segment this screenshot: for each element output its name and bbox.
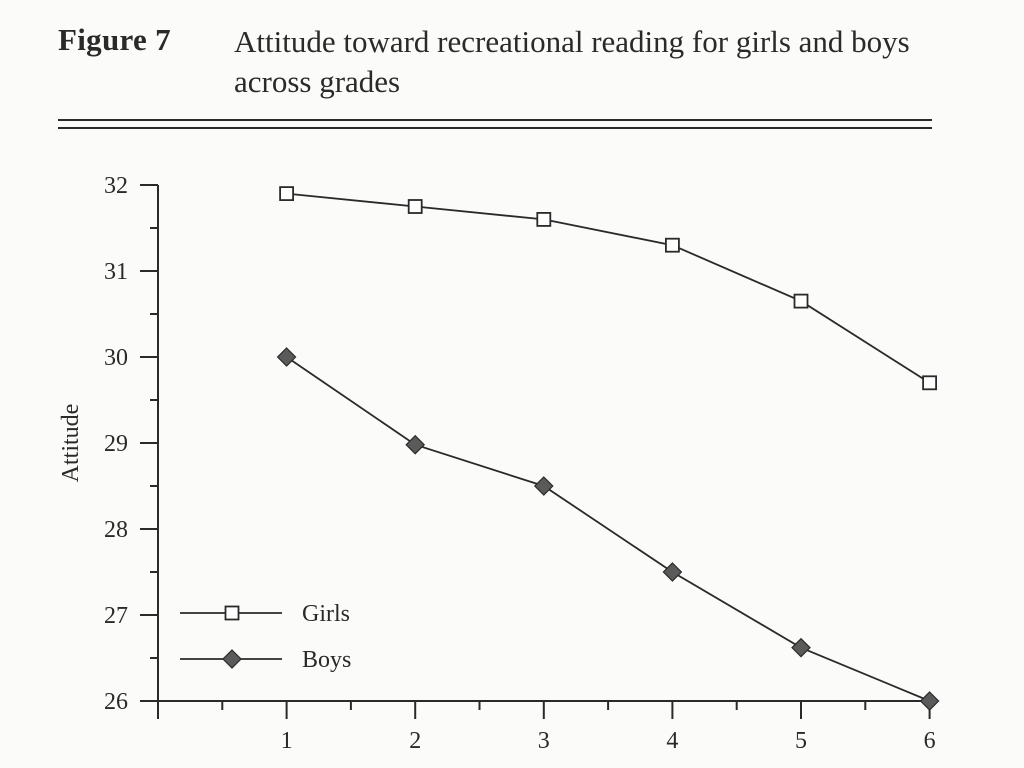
girls-marker bbox=[407, 199, 423, 214]
x-tick-label: 3 bbox=[538, 728, 550, 754]
x-tick-label: 1 bbox=[281, 728, 293, 754]
y-tick-label: 26 bbox=[104, 689, 128, 715]
y-tick-label: 29 bbox=[104, 431, 128, 457]
girls-marker bbox=[224, 605, 240, 621]
boys-series-line bbox=[286, 356, 930, 702]
girls-marker bbox=[793, 293, 809, 309]
figure-label: Figure 7 bbox=[58, 22, 171, 57]
y-tick-label: 30 bbox=[104, 345, 128, 371]
chart-axes: 26 27 28 29 30 31 32 1 2 3 4 5 6 Attitude bbox=[58, 173, 936, 754]
girls-series-line bbox=[286, 192, 931, 384]
boys-legend-label: Boys bbox=[302, 647, 351, 673]
girls-marker bbox=[922, 375, 937, 391]
boys-marker bbox=[791, 637, 811, 658]
boys-marker bbox=[405, 434, 426, 455]
header-rule-bottom bbox=[58, 127, 932, 129]
chart-legend: Girls Boys bbox=[180, 601, 351, 673]
y-tick-label: 27 bbox=[104, 603, 128, 629]
boys-marker bbox=[533, 476, 554, 496]
x-tick-label: 5 bbox=[795, 728, 807, 754]
y-tick-label: 32 bbox=[104, 173, 128, 199]
girls-marker bbox=[279, 186, 295, 202]
boys-marker bbox=[276, 347, 297, 367]
boys-marker bbox=[919, 691, 940, 711]
y-tick-label: 31 bbox=[104, 259, 128, 285]
header-rule-top bbox=[58, 119, 932, 121]
boys-marker bbox=[222, 649, 242, 669]
girls-marker bbox=[536, 211, 552, 227]
chart-series bbox=[276, 186, 940, 711]
x-tick-label: 6 bbox=[924, 728, 936, 754]
y-axis-label: Attitude bbox=[58, 404, 84, 483]
girls-marker bbox=[665, 237, 680, 253]
x-tick-label: 2 bbox=[409, 728, 421, 754]
x-tick-label: 4 bbox=[666, 728, 678, 754]
y-tick-label: 28 bbox=[104, 517, 128, 543]
figure-title: Attitude toward recreational reading for… bbox=[234, 24, 910, 99]
boys-marker bbox=[662, 562, 683, 582]
girls-legend-label: Girls bbox=[302, 601, 350, 627]
